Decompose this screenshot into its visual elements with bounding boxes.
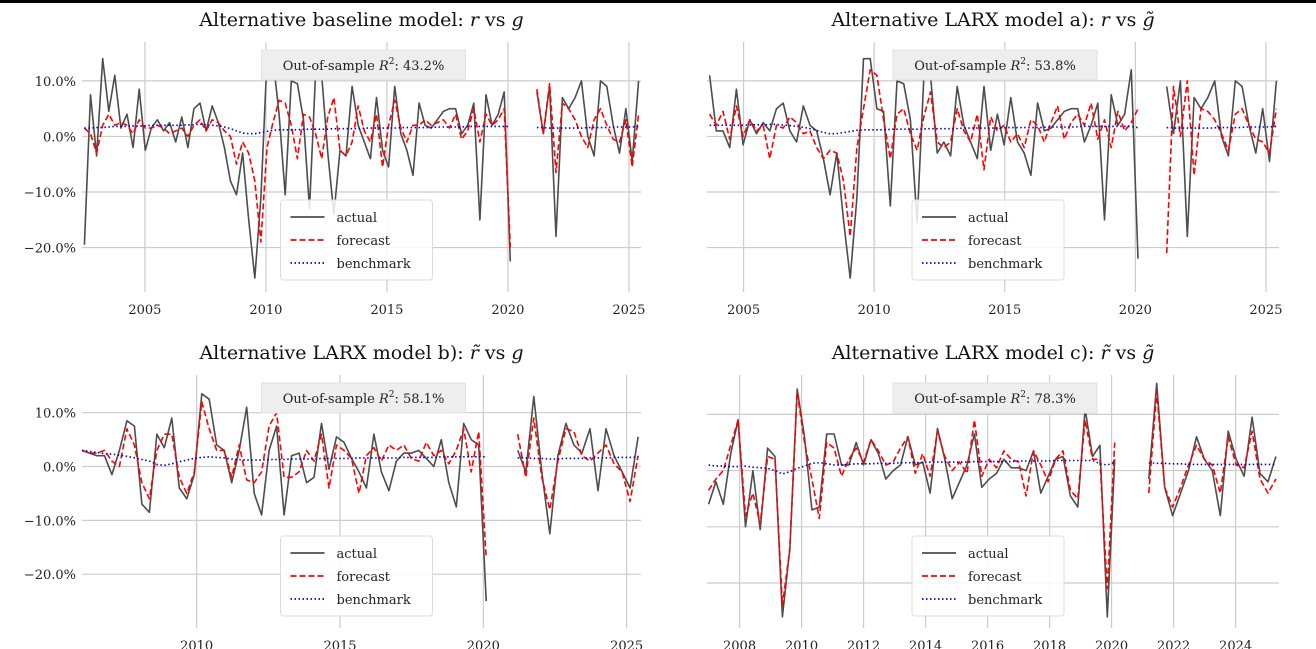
series-actual-line-segment-2 xyxy=(1165,80,1278,238)
x-tick-label: 2015 xyxy=(988,303,1021,318)
r2-annotation-box xyxy=(892,382,1098,414)
series-forecast-line-segment-1 xyxy=(708,69,1139,238)
series-forecast-line-segment-1 xyxy=(707,391,1116,607)
y-tick-label: 10.0% xyxy=(35,407,76,422)
x-tick-label: 2010 xyxy=(249,303,282,318)
series-forecast-line-segment-1 xyxy=(81,401,487,559)
chart-panel-2: 2005 2010 2015 2020 2025 Alternative LARX mod… xyxy=(707,9,1282,318)
legend-label-actual: actual xyxy=(968,547,1009,562)
chart-title: Alternative LARX model b): r̃ vs g xyxy=(198,342,523,364)
series-actual-line-segment-1 xyxy=(81,393,487,602)
r2-annotation-box xyxy=(261,49,466,81)
x-tick-label: 2012 xyxy=(847,639,880,649)
series-benchmark-line-segment-1 xyxy=(708,459,1115,475)
series-forecast-line-segment-2 xyxy=(516,417,639,511)
legend-label-forecast: forecast xyxy=(968,234,1022,249)
legend-box xyxy=(911,199,1065,281)
series-forecast-line-segment-2 xyxy=(1148,391,1277,508)
legend: actual forecast benchmark xyxy=(280,199,433,281)
r2-annotation: Out-of-sample R2: 43.2% xyxy=(283,57,445,74)
y-tick-label: −10.0% xyxy=(24,186,76,201)
legend: actual forecast benchmark xyxy=(911,199,1065,281)
series-benchmark-line-segment-2 xyxy=(1148,461,1276,466)
x-tick-label: 2010 xyxy=(785,639,818,649)
y-tick-label: 10.0% xyxy=(35,75,76,90)
x-tick-label: 2014 xyxy=(909,639,942,649)
r2-annotation: Out-of-sample R2: 78.3% xyxy=(914,390,1076,407)
x-tick-label: 2005 xyxy=(727,303,760,318)
y-tick-label: 0.0% xyxy=(43,461,76,476)
r2-annotation-box xyxy=(261,382,466,414)
r2-annotation: Out-of-sample R2: 53.8% xyxy=(914,57,1076,74)
legend-box xyxy=(280,199,433,281)
r2-annotation-box xyxy=(892,49,1098,81)
legend-box xyxy=(280,535,433,617)
chart-title: Alternative LARX model a): r vs g̃ xyxy=(830,9,1154,31)
top-rule xyxy=(0,0,1316,3)
x-tick-label: 2020 xyxy=(467,639,500,649)
chart-panel-4: 2008 2010 2012 2014 2016 2018 2020 2022 2024 Alte… xyxy=(707,342,1279,649)
series-benchmark-line-segment-1 xyxy=(84,123,511,135)
x-tick-label: 2020 xyxy=(491,303,524,318)
series-forecast-line-segment-1 xyxy=(83,96,512,248)
x-tick-label: 2018 xyxy=(1033,639,1066,649)
legend-label-forecast: forecast xyxy=(968,570,1022,585)
legend: actual forecast benchmark xyxy=(280,535,433,617)
legend-label-actual: actual xyxy=(968,211,1009,226)
chart-panel-3: 2010 2015 2020 2025 10.0% 0.0% −10.0% −20.0% Alt… xyxy=(24,342,643,649)
series-actual-line-segment-1 xyxy=(83,57,512,279)
legend-box xyxy=(911,535,1065,617)
r2-annotation: Out-of-sample R2: 58.1% xyxy=(283,390,445,407)
x-tick-label: 2008 xyxy=(723,639,756,649)
x-tick-label: 2025 xyxy=(612,303,645,318)
chart-title: Alternative LARX model c): r̃ vs g̃ xyxy=(831,342,1155,364)
legend-label-actual: actual xyxy=(337,547,378,562)
series-actual-line-segment-2 xyxy=(536,80,640,238)
chart-panel-1: 2005 2010 2015 2020 2025 10.0% 0.0% −10.0% −20.0… xyxy=(24,9,646,318)
x-tick-label: 2015 xyxy=(370,303,403,318)
series-benchmark-line-segment-2 xyxy=(536,125,639,129)
series-forecast-line-segment-2 xyxy=(1165,80,1278,254)
x-tick-label: 2015 xyxy=(323,639,356,649)
x-tick-label: 2022 xyxy=(1157,639,1190,649)
chart-title: Alternative baseline model: r vs g xyxy=(198,9,523,31)
series-actual-line-segment-2 xyxy=(516,395,639,535)
legend-label-benchmark: benchmark xyxy=(337,257,411,272)
x-tick-label: 2010 xyxy=(858,303,891,318)
x-tick-label: 2020 xyxy=(1119,303,1152,318)
legend-label-benchmark: benchmark xyxy=(968,593,1042,608)
y-tick-label: −10.0% xyxy=(24,514,76,529)
legend-label-forecast: forecast xyxy=(337,570,391,585)
x-tick-label: 2020 xyxy=(1095,639,1128,649)
legend-label-forecast: forecast xyxy=(337,234,391,249)
series-benchmark-line-segment-1 xyxy=(709,123,1139,135)
x-tick-label: 2025 xyxy=(1249,303,1282,318)
y-tick-label: −20.0% xyxy=(24,242,76,257)
legend-label-benchmark: benchmark xyxy=(968,257,1042,272)
legend-label-benchmark: benchmark xyxy=(337,593,411,608)
x-tick-label: 2025 xyxy=(610,639,643,649)
series-benchmark-line-segment-1 xyxy=(81,449,487,467)
y-tick-label: 0.0% xyxy=(43,130,76,145)
x-tick-label: 2005 xyxy=(128,303,161,318)
y-tick-label: −20.0% xyxy=(24,568,76,583)
series-benchmark-line-segment-2 xyxy=(517,456,639,460)
legend: actual forecast benchmark xyxy=(911,535,1065,617)
x-tick-label: 2016 xyxy=(971,639,1004,649)
series-forecast-line-segment-2 xyxy=(536,82,640,174)
x-tick-label: 2024 xyxy=(1219,639,1252,649)
series-actual-line-segment-2 xyxy=(1148,382,1277,517)
x-tick-label: 2010 xyxy=(180,639,213,649)
legend-label-actual: actual xyxy=(337,211,378,226)
